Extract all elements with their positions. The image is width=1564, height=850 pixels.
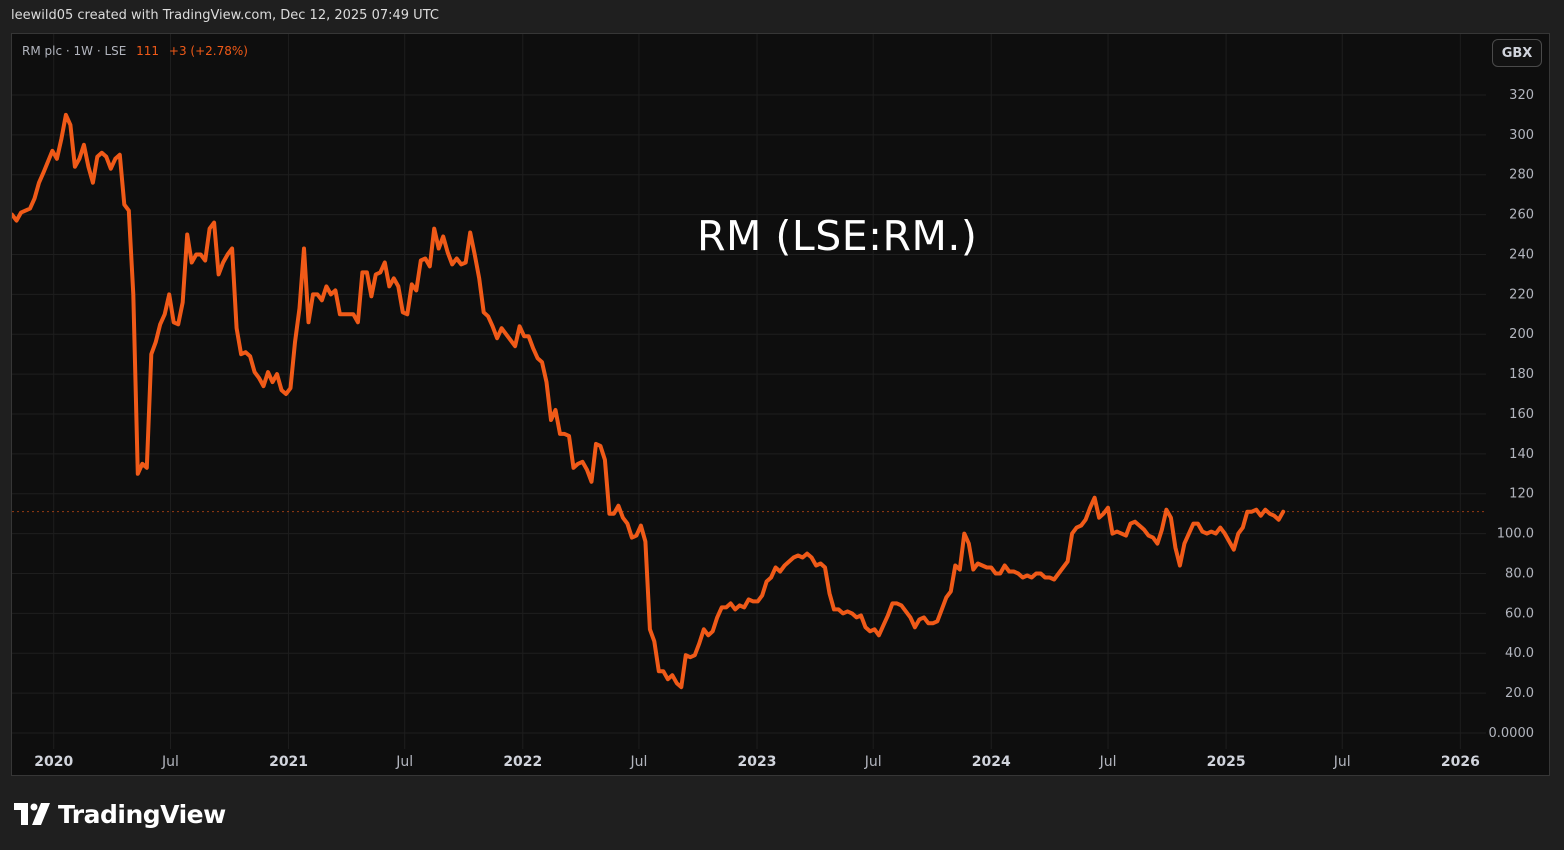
y-tick-label: 100.0	[1497, 527, 1534, 542]
chart-panel[interactable]: 0.0000 20.0 40.0 60.0 80.0 100.0 120 140 160 180 2…	[11, 33, 1550, 776]
horizontal-gridlines	[12, 94, 1486, 734]
tradingview-brand[interactable]: TradingView	[14, 798, 226, 830]
y-tick-label: 140	[1509, 447, 1534, 462]
x-tick-label: 2022	[503, 754, 542, 770]
price-change-value: +3 (+2.78%)	[168, 44, 248, 58]
x-tick-label: Jul	[161, 754, 179, 770]
x-tick-label: 2024	[972, 754, 1011, 770]
last-price-value: 111	[136, 44, 160, 58]
x-tick-label: 2025	[1207, 754, 1246, 770]
y-tick-label: 240	[1509, 247, 1534, 262]
y-tick-label: 20.0	[1505, 686, 1534, 701]
y-tick-label: 120	[1509, 487, 1534, 502]
symbol-label[interactable]: RM plc · 1W · LSE	[22, 44, 127, 58]
y-tick-label: 180	[1509, 367, 1534, 382]
y-tick-label: 80.0	[1505, 566, 1534, 581]
y-tick-label: 40.0	[1505, 646, 1534, 661]
vertical-gridlines	[53, 34, 1461, 749]
y-tick-label: 260	[1509, 208, 1534, 223]
brand-name: TradingView	[58, 799, 226, 829]
chart-overlay-title: RM (LSE:RM.)	[697, 212, 978, 260]
x-tick-label: Jul	[1333, 754, 1351, 770]
y-tick-label: 160	[1509, 407, 1534, 422]
x-tick-label: 2021	[269, 754, 308, 770]
y-tick-label: 220	[1509, 287, 1534, 302]
x-tick-label: Jul	[395, 754, 413, 770]
tradingview-logo-icon	[14, 803, 50, 825]
x-tick-label: 2020	[34, 754, 73, 770]
x-tick-label: 2026	[1441, 754, 1480, 770]
price-chart[interactable]: 0.0000 20.0 40.0 60.0 80.0 100.0 120 140 160 180 2…	[12, 34, 1551, 777]
x-axis: 2020 Jul 2021 Jul 2022 Jul 2023 Jul 2024 Jul 2025 J…	[34, 754, 1480, 770]
y-tick-label: 320	[1509, 88, 1534, 103]
x-tick-label: 2023	[738, 754, 777, 770]
x-tick-label: Jul	[629, 754, 647, 770]
x-tick-label: Jul	[864, 754, 882, 770]
currency-button[interactable]: GBX	[1492, 39, 1542, 67]
chart-attribution: leewild05 created with TradingView.com, …	[11, 8, 439, 23]
series-line	[12, 112, 1286, 690]
y-tick-label: 200	[1509, 327, 1534, 342]
symbol-legend: RM plc · 1W · LSE 111 +3 (+2.78%)	[22, 44, 248, 58]
y-tick-label: 0.0000	[1489, 726, 1535, 741]
y-tick-label: 300	[1509, 128, 1534, 143]
y-tick-label: 280	[1509, 168, 1534, 183]
y-axis: 0.0000 20.0 40.0 60.0 80.0 100.0 120 140 160 180 2…	[1489, 88, 1535, 741]
x-tick-label: Jul	[1099, 754, 1117, 770]
y-tick-label: 60.0	[1505, 606, 1534, 621]
